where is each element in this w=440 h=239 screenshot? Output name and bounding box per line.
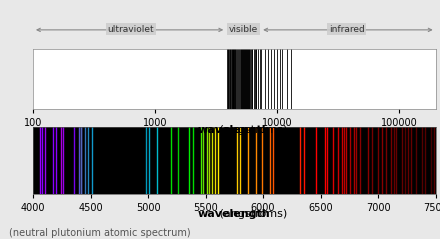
Text: ultraviolet: ultraviolet <box>107 25 154 34</box>
Text: (angstroms): (angstroms) <box>181 125 287 135</box>
Text: infrared: infrared <box>329 25 365 34</box>
Text: wavelength: wavelength <box>198 209 271 219</box>
Text: (angstroms): (angstroms) <box>181 209 287 219</box>
Text: (neutral plutonium atomic spectrum): (neutral plutonium atomic spectrum) <box>9 228 191 238</box>
Text: wavelength: wavelength <box>198 125 271 135</box>
Text: visible: visible <box>229 25 258 34</box>
